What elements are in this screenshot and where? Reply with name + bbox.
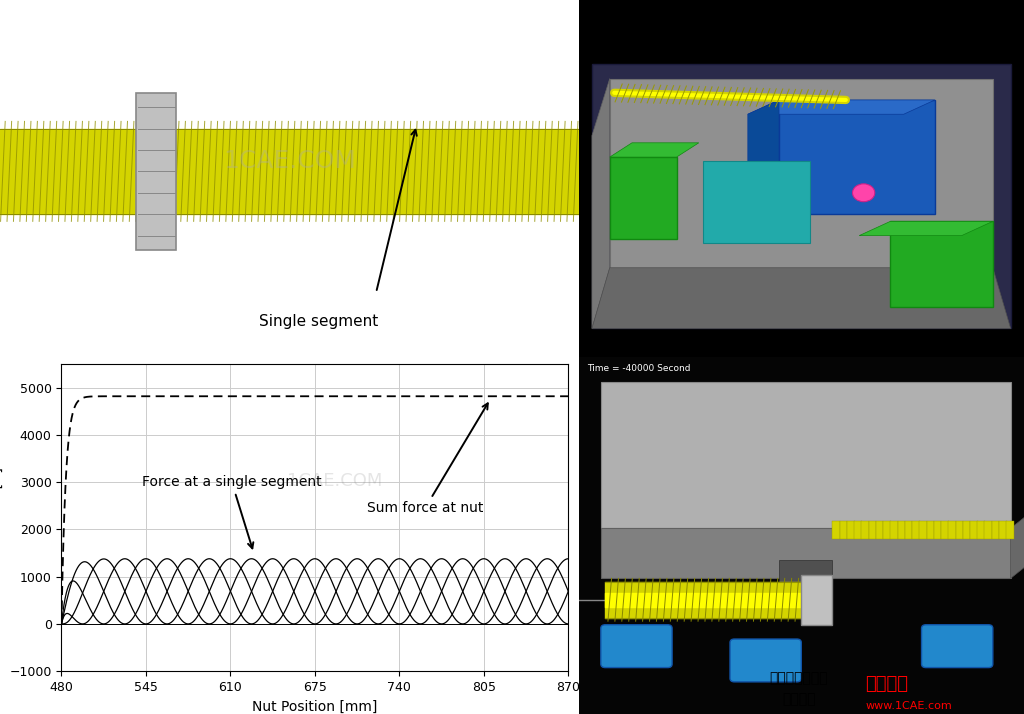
Bar bbox=[847, 521, 854, 539]
FancyBboxPatch shape bbox=[730, 639, 801, 682]
Bar bbox=[898, 521, 905, 539]
Polygon shape bbox=[601, 528, 1011, 578]
Bar bbox=[984, 521, 992, 539]
FancyBboxPatch shape bbox=[601, 625, 672, 668]
Bar bbox=[991, 521, 999, 539]
FancyBboxPatch shape bbox=[922, 625, 993, 668]
Bar bbox=[905, 521, 912, 539]
Polygon shape bbox=[779, 100, 935, 214]
Text: Force at a single segment: Force at a single segment bbox=[142, 476, 322, 548]
Polygon shape bbox=[609, 157, 677, 239]
Bar bbox=[883, 521, 891, 539]
Bar bbox=[801, 575, 833, 625]
Circle shape bbox=[853, 184, 874, 201]
Bar bbox=[840, 521, 847, 539]
Polygon shape bbox=[592, 268, 1011, 328]
Polygon shape bbox=[748, 100, 779, 228]
Bar bbox=[977, 521, 985, 539]
Text: 仿真在线: 仿真在线 bbox=[865, 675, 908, 693]
Bar bbox=[912, 521, 920, 539]
Bar bbox=[948, 521, 955, 539]
Polygon shape bbox=[859, 221, 993, 236]
Bar bbox=[833, 521, 840, 539]
X-axis label: Nut Position [mm]: Nut Position [mm] bbox=[252, 700, 378, 713]
Bar bbox=[934, 521, 941, 539]
Bar bbox=[876, 521, 884, 539]
Bar bbox=[779, 560, 833, 585]
Bar bbox=[927, 521, 934, 539]
Polygon shape bbox=[592, 79, 609, 328]
Text: 1CAE.COM: 1CAE.COM bbox=[288, 472, 383, 490]
Polygon shape bbox=[592, 64, 1011, 328]
Text: Single segment: Single segment bbox=[259, 314, 378, 329]
Text: 特征値分析: 特征値分析 bbox=[774, 378, 828, 396]
Bar bbox=[970, 521, 978, 539]
Bar bbox=[136, 93, 176, 250]
Bar bbox=[861, 521, 869, 539]
Text: Sum force at nut: Sum force at nut bbox=[367, 403, 487, 516]
Bar bbox=[941, 521, 948, 539]
Polygon shape bbox=[601, 382, 1011, 528]
Polygon shape bbox=[748, 100, 935, 114]
Bar bbox=[955, 521, 964, 539]
Y-axis label: Feed Force [N]: Feed Force [N] bbox=[0, 467, 4, 568]
Text: Time = -40000 Second: Time = -40000 Second bbox=[588, 364, 691, 373]
Bar bbox=[868, 521, 877, 539]
Text: 匀加速度: 匀加速度 bbox=[782, 693, 815, 707]
Bar bbox=[890, 521, 898, 539]
Bar bbox=[999, 521, 1007, 539]
Text: www.1CAE.com: www.1CAE.com bbox=[865, 701, 952, 711]
Polygon shape bbox=[890, 221, 993, 307]
Text: 瞬时动态分析：: 瞬时动态分析： bbox=[769, 671, 828, 685]
Polygon shape bbox=[1011, 511, 1024, 578]
Bar bbox=[854, 521, 862, 539]
Polygon shape bbox=[703, 161, 810, 243]
Polygon shape bbox=[609, 79, 993, 268]
Bar bbox=[920, 521, 927, 539]
Bar bbox=[1007, 521, 1014, 539]
Polygon shape bbox=[609, 143, 698, 157]
Text: 1CAE.COM: 1CAE.COM bbox=[223, 149, 355, 173]
Bar bbox=[963, 521, 971, 539]
